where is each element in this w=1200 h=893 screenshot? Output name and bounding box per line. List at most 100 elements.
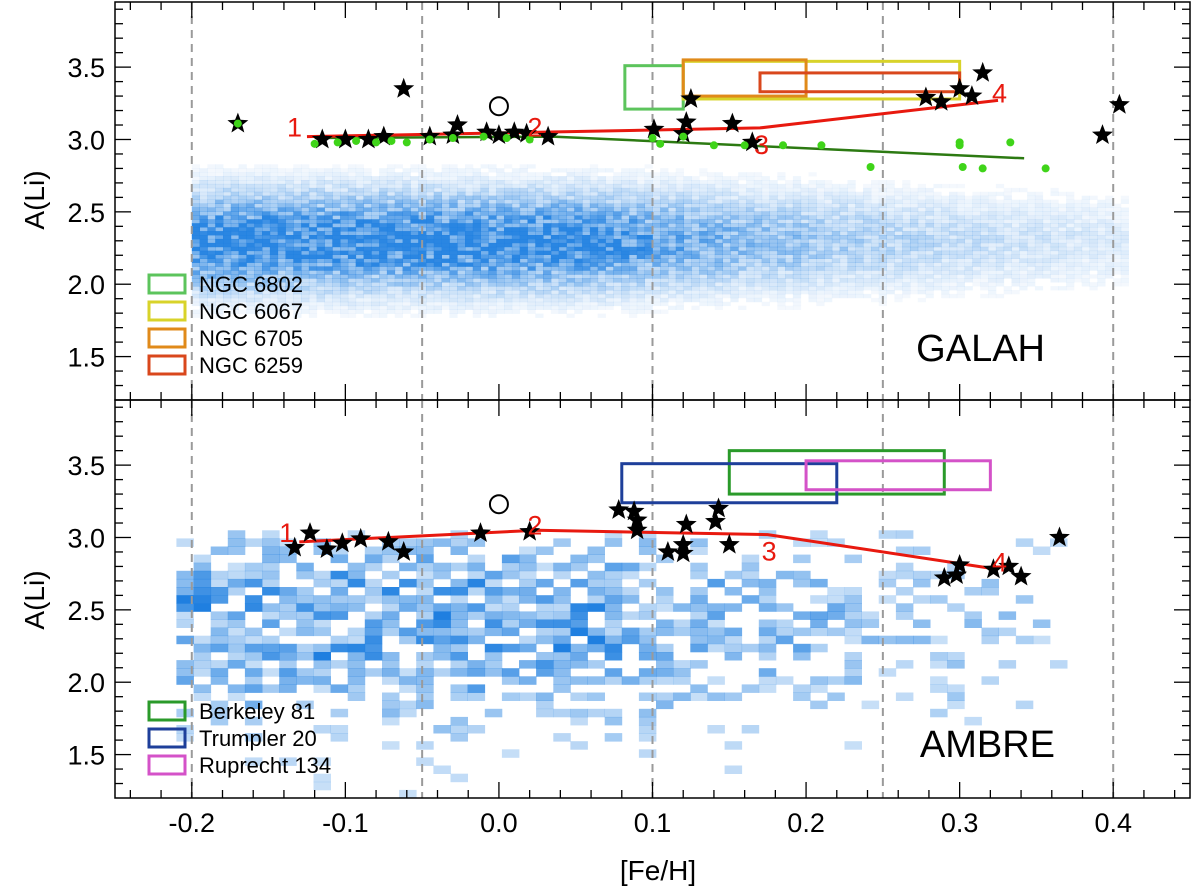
- galah-density-cell: [1003, 207, 1012, 212]
- galah-density-cell: [753, 286, 763, 291]
- galah-density-cell: [301, 223, 310, 228]
- galah-density-cell: [215, 297, 224, 303]
- ambre-density-cell: [330, 546, 349, 555]
- ambre-density-cell: [638, 733, 657, 742]
- ambre-density-cell: [947, 684, 965, 693]
- ambre-cluster-box-ruprecht-134: [804, 459, 992, 492]
- galah-density-cell: [582, 278, 591, 283]
- ambre-density-cell: [210, 619, 229, 628]
- galah-density-cell: [636, 231, 645, 236]
- galah-density-cell: [871, 282, 880, 287]
- ambre-density-cell: [227, 578, 246, 588]
- ambre-density-cell: [244, 652, 263, 661]
- galah-density-cell: [660, 309, 669, 314]
- galah-density-cell: [761, 207, 770, 212]
- galah-density-cell: [886, 180, 895, 185]
- ambre-density-cell: [244, 578, 263, 588]
- galah-density-cell: [191, 176, 200, 181]
- galah-density-cell: [340, 290, 349, 295]
- galah-density-cell: [301, 207, 310, 212]
- ambre-density-cell: [244, 716, 263, 726]
- ambre-density-cell: [416, 595, 434, 604]
- galah-density-cell: [394, 235, 403, 240]
- galah-density-cell: [347, 258, 357, 263]
- galah-density-cell: [324, 211, 333, 216]
- galah-density-cell: [792, 235, 802, 240]
- galah-density-cell: [262, 235, 271, 240]
- galah-density-cell: [902, 286, 911, 291]
- galah-density-cell: [839, 290, 848, 295]
- galah-density-cell: [691, 191, 700, 197]
- galah-density-cell: [230, 262, 239, 267]
- galah-legend-swatch: [147, 327, 187, 349]
- ambre-density-cell: [621, 587, 640, 596]
- ambre-density-cell: [313, 668, 331, 677]
- galah-density-cell: [683, 297, 692, 303]
- galah-density-cell: [402, 203, 411, 208]
- galah-density-cell: [1027, 238, 1036, 244]
- galah-density-cell: [761, 191, 770, 197]
- ambre-density-cell: [227, 562, 246, 572]
- galah-density-cell: [613, 219, 622, 224]
- galah-density-cell: [675, 286, 684, 291]
- galah-density-cell: [1105, 223, 1114, 228]
- galah-density-cell: [371, 250, 380, 255]
- ambre-density-cell: [604, 595, 623, 604]
- galah-density-cell: [675, 207, 684, 212]
- galah-density-cell: [496, 250, 505, 255]
- galah-density-cell: [691, 266, 700, 271]
- galah-green-point: [525, 135, 534, 144]
- galah-density-cell: [246, 290, 255, 295]
- galah-density-cell: [831, 238, 841, 244]
- galah-density-cell: [449, 227, 458, 232]
- ambre-density-cell: [364, 595, 383, 604]
- ambre-density-cell: [416, 757, 434, 766]
- galah-density-cell: [722, 250, 731, 255]
- galah-density-cell: [621, 282, 630, 287]
- galah-density-cell: [230, 211, 239, 216]
- galah-density-cell: [207, 211, 216, 216]
- ambre-density-cell: [484, 578, 503, 588]
- galah-density-cell: [995, 293, 1005, 299]
- galah-density-cell: [933, 215, 942, 220]
- ambre-density-cell: [467, 692, 486, 701]
- galah-density-cell: [753, 250, 763, 255]
- ambre-density-cell: [758, 619, 777, 628]
- galah-density-cell: [910, 274, 919, 279]
- galah-density-cell: [644, 187, 653, 193]
- galah-density-cell: [371, 246, 380, 252]
- galah-density-cell: [714, 211, 723, 216]
- galah-density-cell: [636, 219, 645, 224]
- galah-density-cell: [316, 246, 325, 252]
- galah-density-cell: [480, 293, 489, 299]
- galah-density-cell: [199, 274, 208, 279]
- galah-density-cell: [254, 305, 263, 310]
- ambre-density-cell: [296, 668, 314, 677]
- ambre-density-cell: [227, 546, 246, 555]
- galah-y-tick-label: 3.5: [67, 53, 105, 83]
- galah-density-cell: [831, 183, 841, 189]
- galah-density-cell: [1089, 266, 1098, 271]
- galah-density-cell: [847, 195, 856, 200]
- ambre-density-cell: [519, 660, 537, 669]
- galah-density-cell: [917, 215, 926, 220]
- galah-density-cell: [316, 293, 325, 299]
- galah-density-cell: [714, 293, 723, 299]
- galah-density-cell: [972, 191, 981, 197]
- galah-density-cell: [246, 223, 255, 228]
- galah-density-cell: [511, 242, 521, 248]
- galah-density-cell: [800, 211, 809, 216]
- galah-density-cell: [496, 195, 505, 200]
- ambre-trend-label-1: 1: [279, 518, 294, 548]
- galah-density-cell: [785, 250, 794, 255]
- galah-density-cell: [964, 235, 973, 240]
- galah-density-cell: [238, 290, 247, 295]
- galah-density-cell: [636, 215, 645, 220]
- galah-density-cell: [964, 223, 973, 228]
- galah-density-cell: [293, 195, 302, 200]
- galah-density-cell: [1058, 211, 1067, 216]
- ambre-density-cell: [604, 530, 623, 539]
- galah-density-cell: [629, 207, 638, 212]
- ambre-density-cell: [895, 546, 914, 555]
- galah-density-cell: [730, 223, 739, 228]
